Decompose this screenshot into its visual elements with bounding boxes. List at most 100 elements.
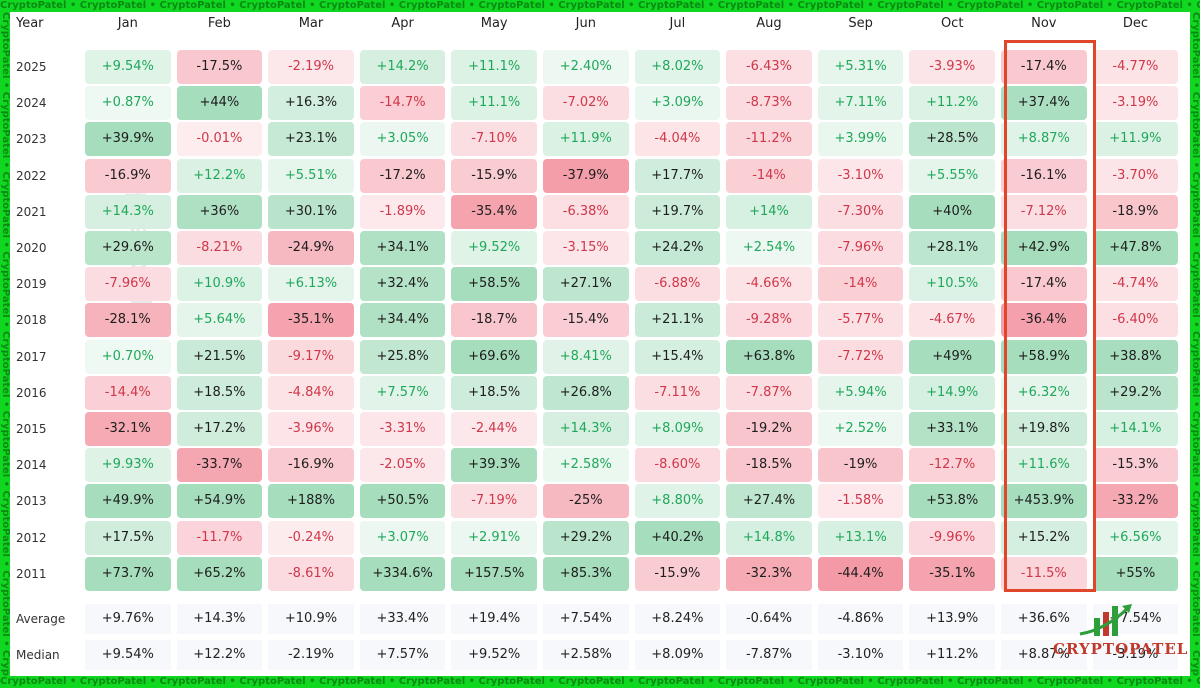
cell-2021-mar: +30.1%	[268, 194, 354, 229]
cell-2021-jun: -6.38%	[543, 194, 629, 229]
cell-2025-nov: -17.4%	[1001, 50, 1087, 84]
cell-2023-mar: +23.1%	[268, 122, 354, 157]
column-header-may: May	[480, 16, 508, 31]
summary-average-jan: +9.76%	[85, 604, 171, 634]
row-year-2017: 2017	[16, 349, 47, 364]
row-year-2013: 2013	[16, 494, 47, 509]
cell-2022-jul: +17.7%	[634, 158, 721, 193]
cell-2019-aug: -4.66%	[726, 267, 812, 302]
summary-median-sep: -3.10%	[817, 640, 904, 670]
cell-2020-apr: +34.1%	[359, 231, 446, 265]
watermark-top: CryptoPatel • CryptoPatel • CryptoPatel …	[0, 0, 1200, 11]
cell-2020-jun: -3.15%	[543, 231, 629, 265]
cell-2018-apr: +34.4%	[359, 303, 446, 338]
row-year-2019: 2019	[16, 277, 47, 292]
cell-2024-feb: +44%	[176, 86, 263, 121]
cell-2013-dec: -33.2%	[1092, 484, 1179, 519]
cell-2016-oct: +14.9%	[909, 375, 995, 410]
cell-2016-jun: +26.8%	[543, 375, 629, 410]
cell-2024-oct: +11.2%	[909, 86, 995, 121]
watermark-right: CryptoPatel • CryptoPatel • CryptoPatel …	[1190, 12, 1200, 676]
column-header-dec: Dec	[1122, 16, 1148, 31]
cell-2015-apr: -3.31%	[359, 412, 446, 446]
summary-label-average: Average	[16, 612, 66, 626]
column-header-nov: Nov	[1031, 16, 1057, 31]
cell-2022-jan: -16.9%	[85, 158, 171, 193]
cell-2012-jul: +40.2%	[634, 520, 721, 555]
cell-2015-mar: -3.96%	[268, 412, 354, 446]
cell-2018-jan: -28.1%	[85, 303, 171, 338]
cell-2021-aug: +14%	[726, 194, 812, 229]
cell-2013-mar: +188%	[268, 484, 354, 519]
cell-2016-nov: +6.32%	[1001, 375, 1087, 410]
cell-2023-oct: +28.5%	[909, 122, 995, 157]
cell-2020-aug: +2.54%	[726, 231, 812, 265]
cell-2022-aug: -14%	[726, 158, 812, 193]
cell-2025-jan: +9.54%	[85, 50, 171, 84]
summary-label-median: Median	[16, 648, 60, 662]
cell-2016-dec: +29.2%	[1092, 375, 1179, 410]
cell-2015-oct: +33.1%	[909, 412, 995, 446]
summary-median-mar: -2.19%	[268, 640, 354, 670]
cell-2020-oct: +28.1%	[909, 231, 995, 265]
row-year-2021: 2021	[16, 204, 47, 219]
column-header-jul: Jul	[669, 16, 686, 31]
summary-average-feb: +14.3%	[176, 604, 263, 634]
cell-2012-mar: -0.24%	[268, 520, 354, 555]
cell-2013-feb: +54.9%	[176, 484, 263, 519]
cell-2025-apr: +14.2%	[359, 50, 446, 84]
cell-2022-sep: -3.10%	[817, 158, 904, 193]
cell-2015-sep: +2.52%	[817, 412, 904, 446]
cell-2023-jul: -4.04%	[634, 122, 721, 157]
cell-2020-may: +9.52%	[451, 231, 537, 265]
cell-2011-aug: -32.3%	[726, 556, 812, 591]
column-header-sep: Sep	[848, 16, 873, 31]
summary-average-may: +19.4%	[451, 604, 537, 634]
cell-2020-sep: -7.96%	[817, 231, 904, 265]
header-year: Year	[16, 16, 44, 31]
logo-text: CRYPTOPATEL	[1053, 640, 1189, 658]
cell-2016-mar: -4.84%	[268, 375, 354, 410]
cell-2017-aug: +63.8%	[726, 339, 812, 374]
cell-2019-nov: -17.4%	[1001, 267, 1087, 302]
cell-2022-may: -15.9%	[451, 158, 537, 193]
cell-2022-oct: +5.55%	[909, 158, 995, 193]
cell-2020-mar: -24.9%	[268, 231, 354, 265]
cell-2018-mar: -35.1%	[268, 303, 354, 338]
cell-2019-feb: +10.9%	[176, 267, 263, 302]
cell-2019-jun: +27.1%	[543, 267, 629, 302]
cell-2025-mar: -2.19%	[268, 50, 354, 84]
cell-2015-may: -2.44%	[451, 412, 537, 446]
summary-average-jul: +8.24%	[634, 604, 721, 634]
cell-2021-feb: +36%	[176, 194, 263, 229]
cell-2021-apr: -1.89%	[359, 194, 446, 229]
cell-2019-dec: -4.74%	[1092, 267, 1179, 302]
column-header-feb: Feb	[207, 16, 231, 31]
cell-2020-dec: +47.8%	[1092, 231, 1179, 265]
cell-2012-may: +2.91%	[451, 520, 537, 555]
column-header-mar: Mar	[298, 16, 324, 31]
watermark-left: CryptoPatel • CryptoPatel • CryptoPatel …	[0, 12, 10, 676]
cell-2013-jul: +8.80%	[634, 484, 721, 519]
summary-median-jul: +8.09%	[634, 640, 721, 670]
cell-2014-nov: +11.6%	[1001, 448, 1087, 483]
cell-2022-feb: +12.2%	[176, 158, 263, 193]
cell-2012-dec: +6.56%	[1092, 520, 1179, 555]
cell-2018-may: -18.7%	[451, 303, 537, 338]
cell-2014-may: +39.3%	[451, 448, 537, 483]
cell-2023-jun: +11.9%	[543, 122, 629, 157]
cell-2012-oct: -9.96%	[909, 520, 995, 555]
cell-2025-aug: -6.43%	[726, 50, 812, 84]
cell-2020-jul: +24.2%	[634, 231, 721, 265]
cell-2017-jun: +8.41%	[543, 339, 629, 374]
cell-2012-jan: +17.5%	[85, 520, 171, 555]
cell-2014-apr: -2.05%	[359, 448, 446, 483]
summary-average-aug: -0.64%	[726, 604, 812, 634]
cell-2013-jan: +49.9%	[85, 484, 171, 519]
row-year-2015: 2015	[16, 422, 47, 436]
cell-2012-nov: +15.2%	[1001, 520, 1087, 555]
cell-2016-sep: +5.94%	[817, 375, 904, 410]
cell-2018-oct: -4.67%	[909, 303, 995, 338]
cell-2021-dec: -18.9%	[1092, 194, 1179, 229]
